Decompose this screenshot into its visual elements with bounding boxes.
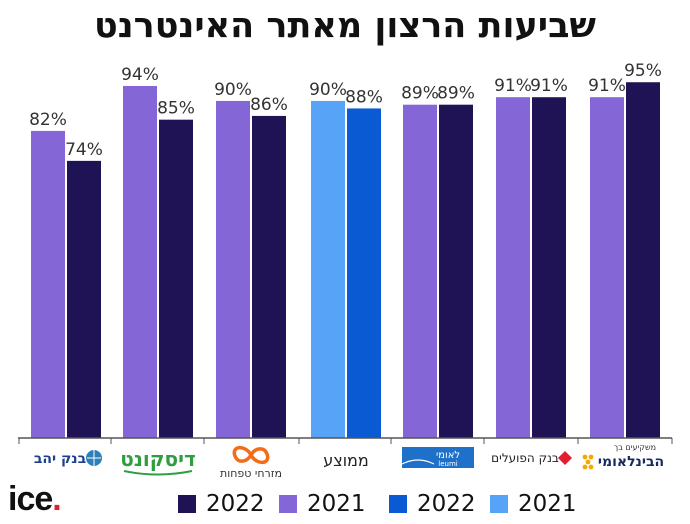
bar-2021-1 xyxy=(123,85,157,438)
bar-2022-1 xyxy=(159,119,193,439)
value-label-2021-5: 91% xyxy=(494,76,532,96)
legend-item-2022-blue: 2022 xyxy=(389,489,476,519)
bar-2021-2 xyxy=(216,100,250,438)
legend-swatch xyxy=(279,495,297,513)
value-label-2021-2: 90% xyxy=(214,80,252,100)
bar-2022-0 xyxy=(67,160,101,438)
bar-2022-3 xyxy=(347,108,381,438)
logo-text-discount: דיסקונט xyxy=(120,447,195,471)
bar-2022-6 xyxy=(626,82,660,438)
leumi-logo-box xyxy=(402,447,474,468)
ice-logo: ice. xyxy=(8,480,62,518)
globe-lines-icon xyxy=(87,450,101,466)
bar-2021-4 xyxy=(403,104,437,438)
chart-title: שביעות הרצון מאתר האינטרנט xyxy=(94,6,596,46)
diamond-icon xyxy=(558,451,572,465)
logo-text-mizrahi: מזרחי טפחות xyxy=(220,467,282,480)
bar-2022-5 xyxy=(532,97,566,438)
infinity-icon xyxy=(232,445,270,465)
value-label-2021-6: 91% xyxy=(588,76,626,96)
legend-label: 2022 xyxy=(417,491,476,517)
legend-swatch xyxy=(178,495,196,513)
bar-2021-5 xyxy=(496,97,530,438)
value-label-2021-4: 89% xyxy=(401,84,439,104)
bar-2022-2 xyxy=(252,115,286,439)
wave-icon xyxy=(401,459,435,465)
value-label-2022-3: 88% xyxy=(345,87,383,107)
legend-item-2021-lightblue: 2021 xyxy=(490,489,577,519)
value-label-2021-0: 82% xyxy=(29,110,67,130)
value-label-2022-0: 74% xyxy=(65,140,103,160)
logo-text-leumi: לאומי xyxy=(436,450,460,461)
value-label-2021-3: 90% xyxy=(309,80,347,100)
dots-icon xyxy=(588,454,594,460)
bars-group xyxy=(31,82,660,439)
legend-item-2021-purple: 2021 xyxy=(279,489,366,519)
value-label-2022-1: 85% xyxy=(157,99,195,119)
logo-text-hapoalim: בנק הפועלים xyxy=(491,451,559,465)
logo-text-beinleumi: הבינלאומי xyxy=(598,454,664,470)
value-label-2022-4: 89% xyxy=(437,84,475,104)
legend-label: 2021 xyxy=(518,491,577,517)
legend-label: 2022 xyxy=(206,491,265,517)
x-ticks-group xyxy=(18,438,673,444)
legend-swatch xyxy=(490,495,508,513)
logo-subtext-leumi: leumi xyxy=(438,460,458,468)
value-label-2021-1: 94% xyxy=(121,65,159,85)
bar-2021-0 xyxy=(31,130,65,438)
value-labels-group: 82%74%94%85%90%86%90%88% 89%89% 91%91% 91%9… xyxy=(29,61,662,160)
value-label-2022-5: 91% xyxy=(530,76,568,96)
logo-text-bank-yahav: בנק יהב xyxy=(34,451,86,467)
legend-swatch xyxy=(389,495,407,513)
dots-icon xyxy=(582,454,588,460)
dots-icon xyxy=(588,464,594,470)
bar-2021-6 xyxy=(590,97,624,438)
bar-2021-3 xyxy=(311,100,345,438)
logo-subtext-beinleumi: משקיעים בך xyxy=(614,443,656,452)
bar-2022-4 xyxy=(439,104,473,438)
legend-item-2022-dark: 2022 xyxy=(178,489,265,519)
value-label-2022-2: 86% xyxy=(250,95,288,115)
legend-label: 2021 xyxy=(307,491,366,517)
dots-icon xyxy=(585,459,591,465)
swoosh-icon xyxy=(123,470,193,476)
category-logos-group: בנק יהב דיסקונט מזרחי טפחות ממוצע לאומיleumi… xyxy=(34,443,664,480)
value-label-2022-6: 95% xyxy=(624,61,662,81)
dots-icon xyxy=(582,464,588,470)
category-label-average: ממוצע xyxy=(323,451,369,470)
